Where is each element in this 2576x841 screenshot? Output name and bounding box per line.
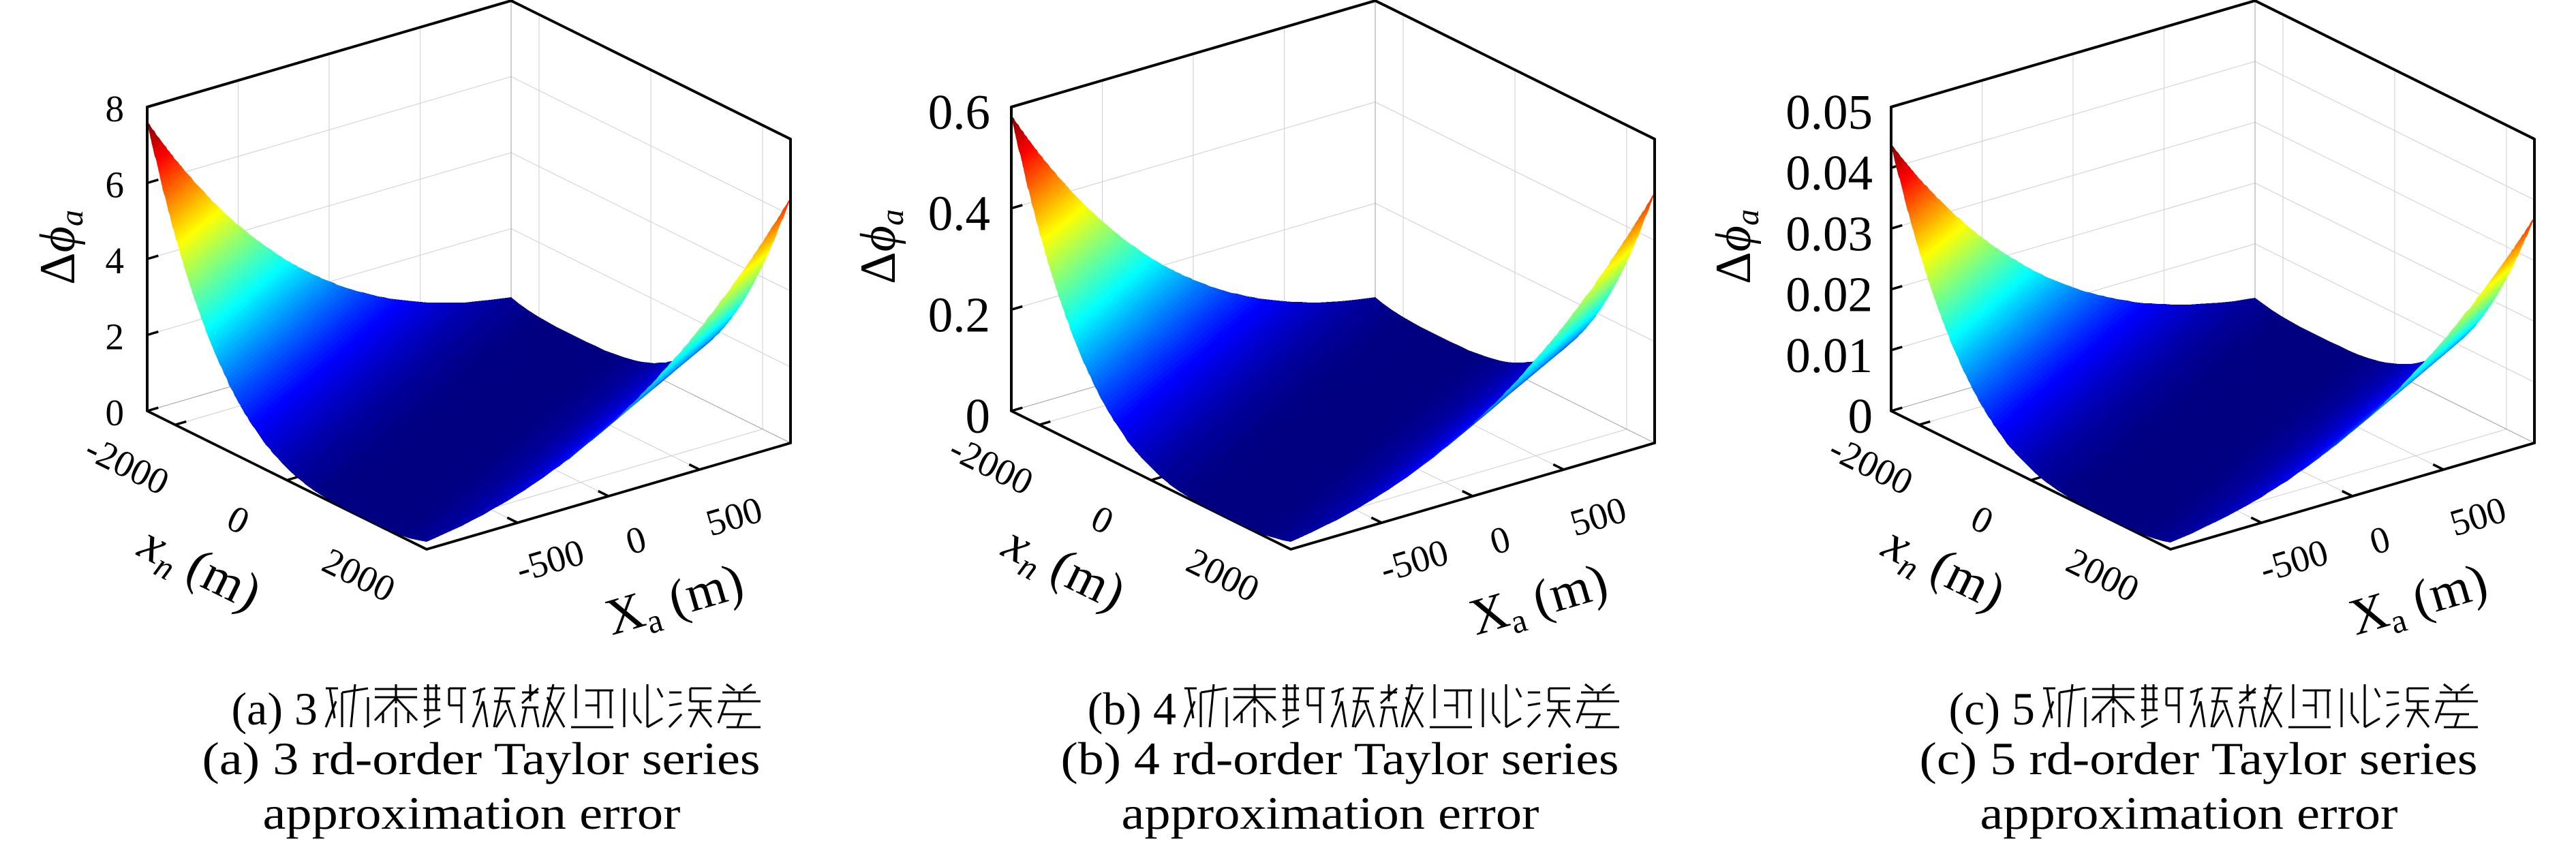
svg-text:(a) 3 rd-order Taylor series: (a) 3 rd-order Taylor series <box>202 733 761 784</box>
svg-text:0: 0 <box>966 388 991 444</box>
svg-text:(c) 5: (c) 5 <box>1949 683 2035 735</box>
svg-text:0.04: 0.04 <box>1785 145 1873 200</box>
svg-text:(a) 3: (a) 3 <box>232 683 318 735</box>
svg-text:approximation error: approximation error <box>1980 787 2398 839</box>
svg-text:approximation error: approximation error <box>263 787 681 839</box>
svg-text:0.4: 0.4 <box>928 186 990 241</box>
svg-text:0.03: 0.03 <box>1785 206 1873 261</box>
svg-text:(c) 5 rd-order Taylor series: (c) 5 rd-order Taylor series <box>1920 733 2478 784</box>
svg-text:0.6: 0.6 <box>928 85 990 140</box>
svg-text:0.01: 0.01 <box>1785 328 1873 383</box>
svg-text:(b) 4: (b) 4 <box>1088 683 1176 735</box>
svg-text:Δϕa: Δϕa <box>30 210 90 285</box>
svg-text:0.05: 0.05 <box>1785 85 1873 140</box>
svg-text:0.02: 0.02 <box>1785 267 1873 322</box>
svg-text:8: 8 <box>106 88 125 129</box>
svg-text:4: 4 <box>106 240 125 281</box>
svg-text:0: 0 <box>1848 388 1873 444</box>
svg-text:6: 6 <box>106 164 125 206</box>
svg-text:2: 2 <box>106 316 125 358</box>
svg-text:0.2: 0.2 <box>928 287 990 342</box>
svg-text:approximation error: approximation error <box>1122 787 1539 839</box>
svg-text:(b) 4 rd-order Taylor series: (b) 4 rd-order Taylor series <box>1061 733 1619 784</box>
svg-text:0: 0 <box>106 392 125 433</box>
